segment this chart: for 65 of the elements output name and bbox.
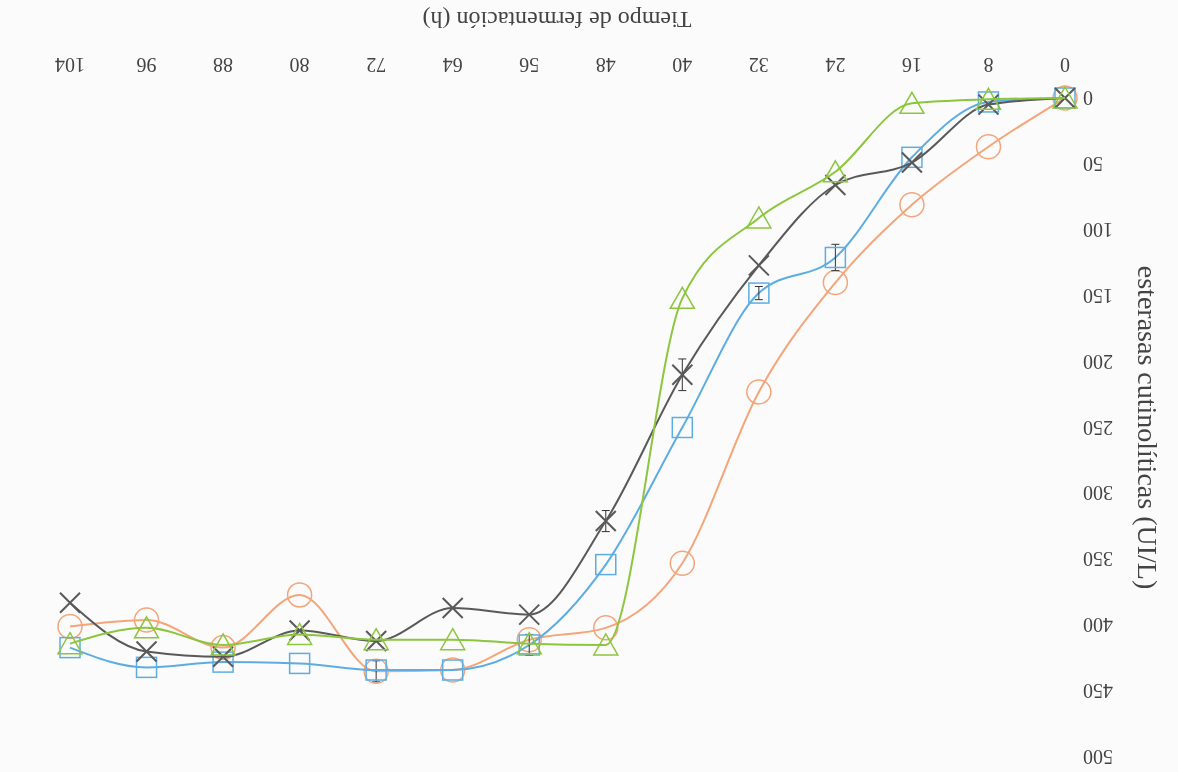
point bbox=[899, 192, 925, 218]
point bbox=[516, 626, 542, 653]
point bbox=[669, 550, 696, 576]
point bbox=[748, 282, 770, 304]
point bbox=[210, 634, 236, 661]
point bbox=[595, 553, 617, 576]
x-tick-label: 96 bbox=[136, 54, 157, 76]
point bbox=[824, 173, 847, 196]
point bbox=[824, 246, 847, 269]
x-tick-label: 80 bbox=[289, 54, 310, 76]
point bbox=[212, 651, 234, 673]
point bbox=[210, 633, 236, 656]
y-tick-label: 500 bbox=[1083, 746, 1113, 768]
point bbox=[746, 379, 772, 405]
y-tick-label: 200 bbox=[1083, 350, 1113, 373]
y-tick-label: 350 bbox=[1083, 548, 1113, 571]
point bbox=[288, 652, 311, 675]
y-tick-label: 450 bbox=[1083, 680, 1113, 703]
y-tick-label: 100 bbox=[1083, 218, 1113, 241]
point bbox=[57, 631, 83, 655]
point bbox=[671, 363, 694, 386]
point bbox=[133, 616, 160, 639]
point bbox=[593, 615, 619, 641]
y-tick-label: 50 bbox=[1083, 152, 1103, 175]
point bbox=[747, 254, 770, 277]
point bbox=[593, 633, 619, 656]
point bbox=[671, 416, 694, 439]
point bbox=[57, 613, 83, 640]
point bbox=[135, 640, 158, 663]
y-tick-label: 0 bbox=[1083, 87, 1093, 109]
x-tick-label: 24 bbox=[825, 54, 846, 76]
x-tick-label: 64 bbox=[442, 54, 463, 76]
point bbox=[286, 582, 313, 608]
point bbox=[899, 91, 925, 115]
point bbox=[900, 151, 923, 174]
x-axis-title: Tiempo de fermentación (h) bbox=[422, 6, 692, 33]
point bbox=[669, 286, 696, 310]
point bbox=[901, 146, 923, 169]
point bbox=[439, 627, 466, 651]
y-tick-label: 300 bbox=[1083, 482, 1113, 505]
point bbox=[746, 206, 772, 229]
point bbox=[441, 597, 464, 620]
x-tick-label: 48 bbox=[595, 54, 616, 76]
point bbox=[518, 603, 541, 626]
point bbox=[212, 645, 235, 668]
x-tick-label: 72 bbox=[366, 54, 387, 76]
x-tick-label: 0 bbox=[1060, 54, 1070, 76]
x-tick-label: 40 bbox=[672, 54, 693, 76]
point bbox=[594, 510, 617, 533]
y-axis-title: esterasas cutinolíticas (UI/L) bbox=[1132, 265, 1164, 590]
y-tick-label: 150 bbox=[1083, 284, 1113, 307]
x-tick-label: 32 bbox=[748, 54, 769, 76]
x-tick-label: 56 bbox=[519, 54, 540, 76]
x-tick-label: 88 bbox=[213, 54, 234, 76]
y-tick-label: 400 bbox=[1083, 614, 1113, 637]
y-tick-label: 250 bbox=[1083, 416, 1113, 439]
point bbox=[822, 269, 849, 296]
point bbox=[135, 656, 158, 679]
point bbox=[975, 134, 1002, 160]
x-tick-label: 16 bbox=[901, 54, 922, 76]
point bbox=[822, 160, 849, 183]
x-tick-label: 8 bbox=[983, 54, 994, 76]
x-tick-label: 104 bbox=[55, 54, 85, 76]
point bbox=[133, 607, 160, 633]
point bbox=[59, 591, 81, 614]
